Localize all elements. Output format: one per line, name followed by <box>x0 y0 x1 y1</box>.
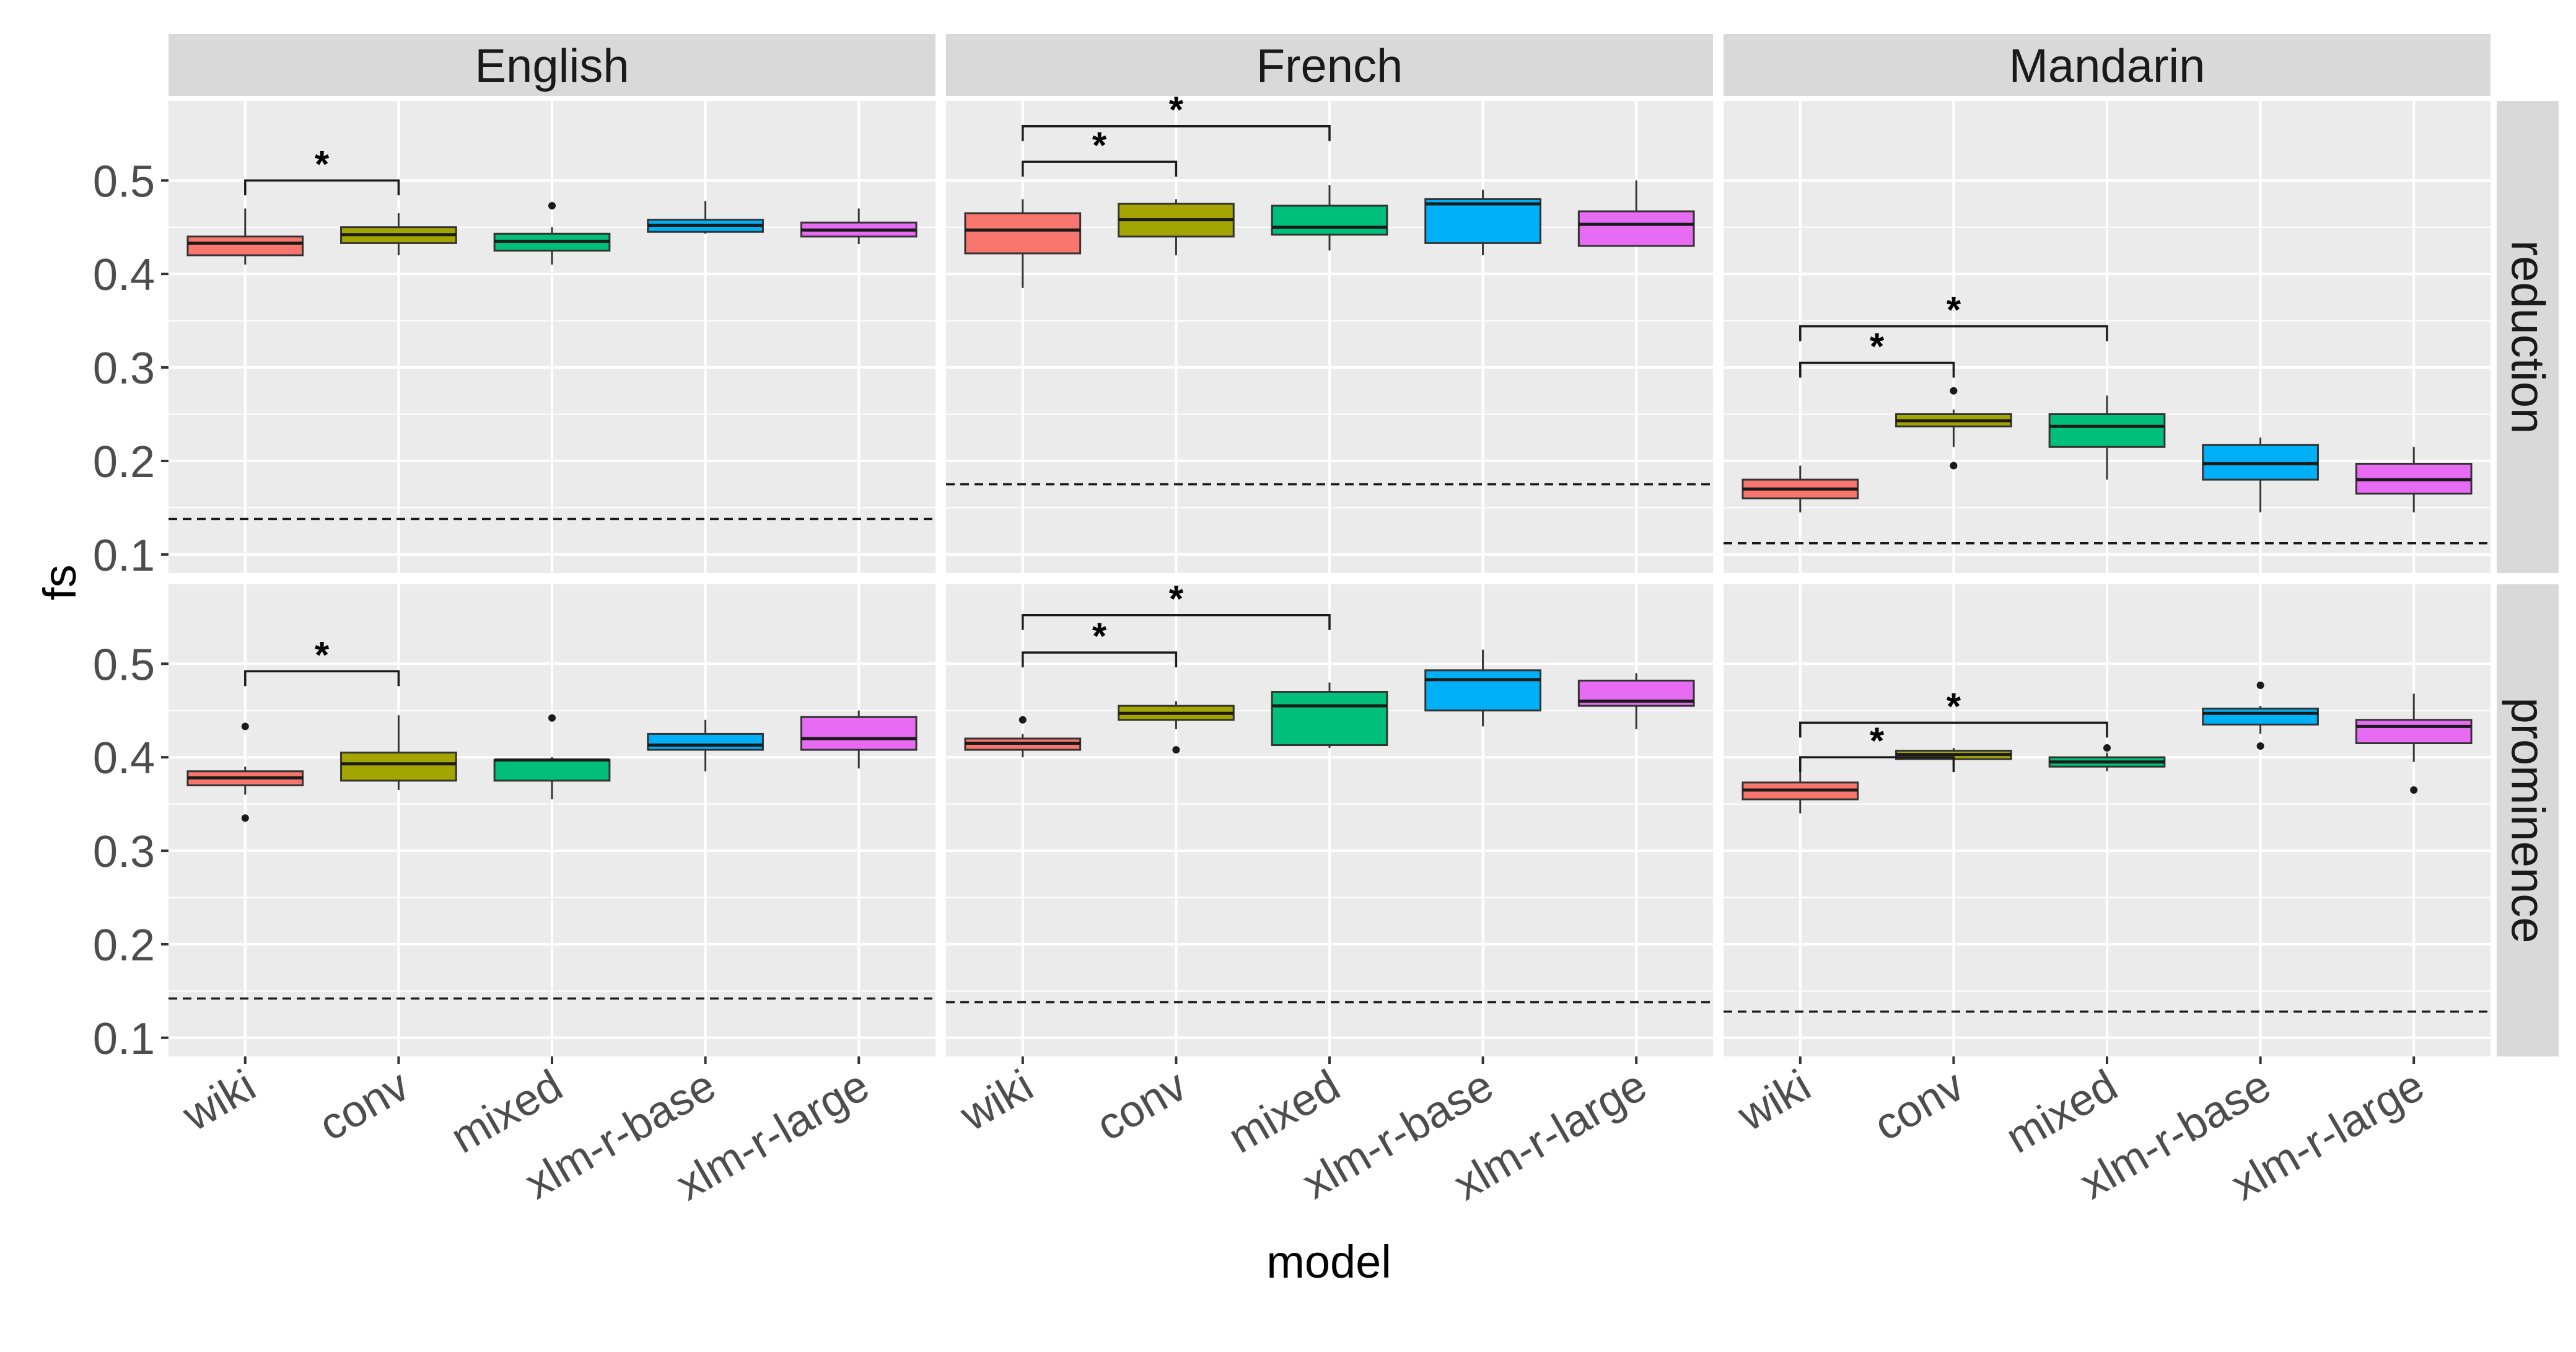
y-tick-label: 0.1 <box>93 531 155 581</box>
y-tick-label: 0.2 <box>93 437 155 487</box>
significance-star: * <box>1169 578 1184 620</box>
y-tick-label: 0.1 <box>93 1014 155 1064</box>
outlier-point <box>241 814 249 822</box>
significance-star: * <box>1870 325 1885 367</box>
y-axis-title: fs <box>34 564 85 600</box>
outlier-point <box>2256 742 2264 750</box>
box-wiki <box>964 212 1082 255</box>
facet-strip-prominence <box>2497 584 2559 1056</box>
box-mixed <box>493 759 611 782</box>
outlier-point <box>1172 746 1180 754</box>
significance-star: * <box>1947 685 1961 727</box>
significance-bracket <box>244 670 400 687</box>
box-xlm-r-base <box>1424 669 1541 712</box>
outlier-point <box>2410 786 2418 794</box>
outlier-point <box>241 722 249 731</box>
box-wiki <box>186 235 304 257</box>
significance-star: * <box>315 143 330 185</box>
y-tick-label: 0.3 <box>93 827 155 877</box>
y-tick-label: 0.5 <box>93 157 155 206</box>
significance-star: * <box>1947 289 1961 331</box>
significance-bracket <box>1022 614 1331 630</box>
outlier-point <box>1019 716 1027 724</box>
significance-star: * <box>1169 89 1184 131</box>
significance-bracket <box>1022 651 1178 668</box>
y-tick-label: 0.3 <box>93 344 155 393</box>
y-tick-label: 0.4 <box>93 250 155 300</box>
y-tick-label: 0.4 <box>93 734 155 783</box>
box-xlm-r-base <box>2202 708 2319 726</box>
facet-strip-mandarin <box>1724 34 2491 96</box>
box-xlm-r-base <box>647 732 764 751</box>
outlier-point <box>548 201 556 209</box>
facet-strip-label-mandarin: Mandarin <box>2009 40 2206 92</box>
y-tick-label: 0.5 <box>93 640 155 690</box>
outlier-point <box>548 714 556 722</box>
outlier-point <box>1950 462 1958 470</box>
significance-star: * <box>1870 720 1885 762</box>
significance-bracket <box>1799 721 2108 738</box>
significance-star: * <box>1092 125 1107 166</box>
box-mixed <box>1271 204 1388 236</box>
y-tick-label: 0.2 <box>93 921 155 970</box>
outlier-point <box>2256 681 2264 689</box>
box-xlm-r-large <box>1577 210 1695 247</box>
facet-strip-label-reduction: reduction <box>2502 240 2554 434</box>
box-mixed <box>2048 413 2166 448</box>
box-xlm-r-large <box>2355 719 2473 745</box>
box-xlm-r-base <box>1424 198 1541 244</box>
significance-bracket <box>1022 125 1331 141</box>
facet-strip-english <box>169 34 935 96</box>
box-xlm-r-large <box>800 716 918 751</box>
outlier-point <box>2103 744 2111 752</box>
facet-strip-label-english: English <box>475 40 629 92</box>
facet-strip-french <box>946 34 1713 96</box>
box-mixed <box>1271 691 1388 747</box>
outlier-point <box>1950 387 1958 395</box>
significance-bracket <box>1799 325 2108 341</box>
significance-bracket <box>1022 160 1178 177</box>
axes-layer: model fs <box>34 564 1391 1288</box>
facet-strip-label-french: French <box>1256 40 1403 92</box>
facet-strip-label-prominence: prominence <box>2502 697 2554 943</box>
significance-bracket <box>244 179 400 196</box>
x-axis-title: model <box>1266 1236 1391 1288</box>
facet-strip-reduction <box>2497 101 2559 573</box>
significance-bracket <box>1799 361 1955 378</box>
significance-bracket <box>1799 756 1955 773</box>
panels-layer: English French Mandarin reduction prominence… <box>93 34 2559 1210</box>
significance-star: * <box>1092 615 1107 657</box>
significance-star: * <box>315 634 330 675</box>
box-conv <box>340 752 457 782</box>
